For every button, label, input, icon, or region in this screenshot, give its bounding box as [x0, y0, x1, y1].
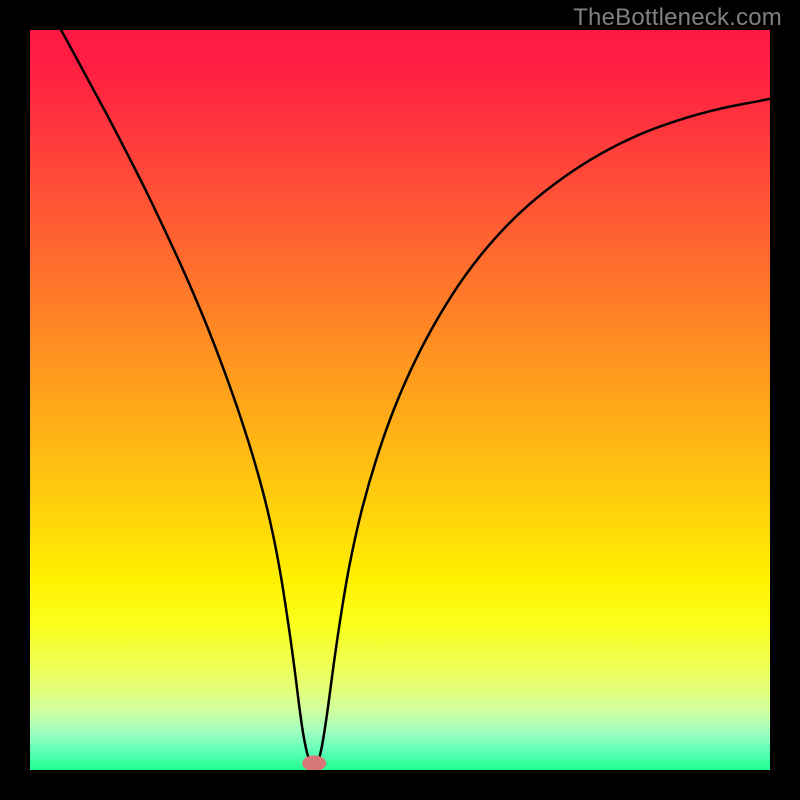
min-point-marker [302, 755, 326, 770]
watermark-label: TheBottleneck.com [573, 4, 782, 32]
curve-layer [30, 30, 770, 770]
chart-frame: TheBottleneck.com [0, 0, 800, 800]
bottleneck-curve [61, 30, 770, 768]
plot-area [30, 30, 770, 770]
